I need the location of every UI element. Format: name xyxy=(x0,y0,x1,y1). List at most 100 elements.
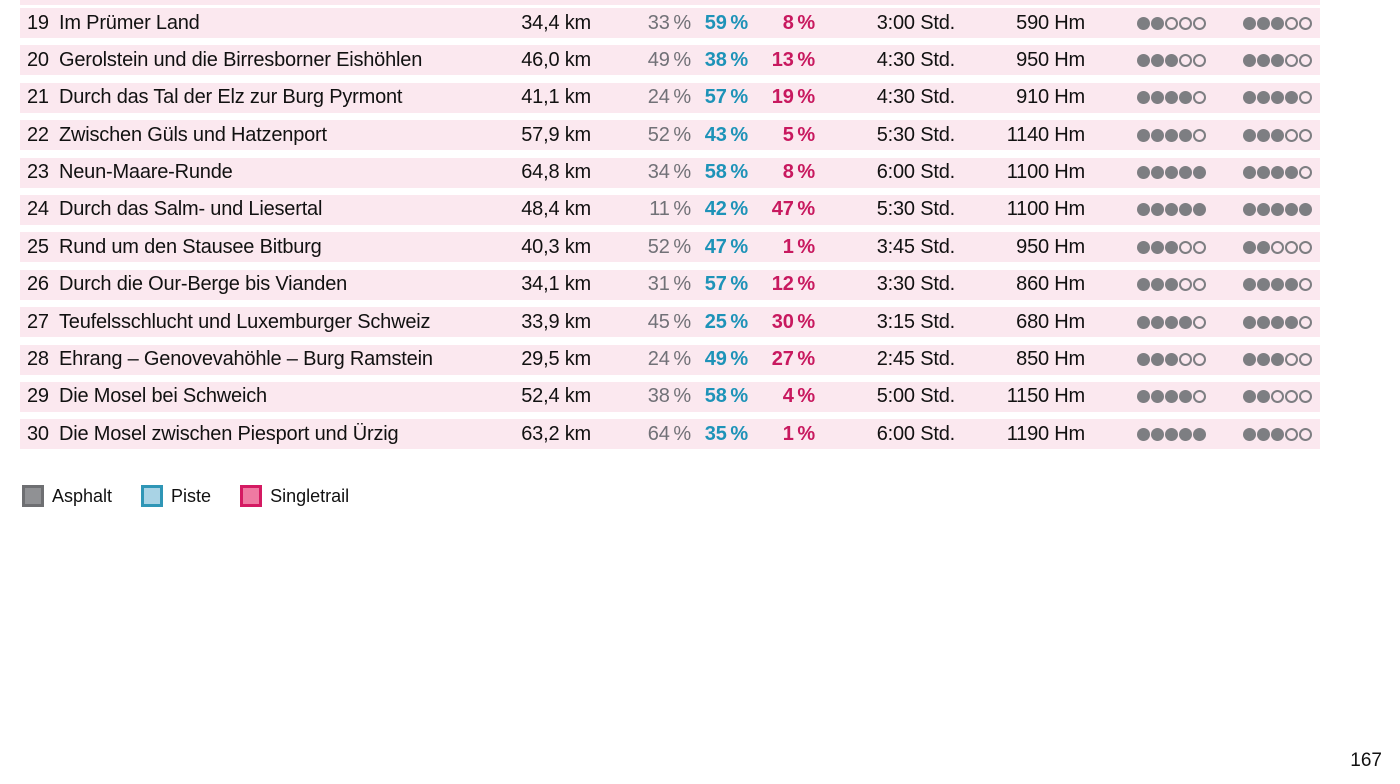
asphalt-percent: 31 % xyxy=(647,273,691,296)
rating-dot-filled xyxy=(1137,203,1150,217)
rating-dot-filled xyxy=(1151,427,1164,441)
piste-percent: 25 % xyxy=(704,310,748,333)
tour-name: Teufelsschlucht und Luxemburger Schweiz xyxy=(59,310,431,333)
piste-percent: 58 % xyxy=(704,385,748,408)
rating-dot-empty xyxy=(1271,390,1284,404)
rating-dot-filled xyxy=(1165,315,1178,329)
rating-dot-filled xyxy=(1243,390,1256,404)
rating-dot-empty xyxy=(1193,278,1206,292)
rating-dot-empty xyxy=(1299,91,1312,105)
tour-duration: 3:30 Std. xyxy=(876,273,955,296)
rating-dot-empty xyxy=(1193,91,1206,105)
legend: Asphalt Piste Singletrail xyxy=(22,485,378,507)
rating-dots-2 xyxy=(1206,427,1320,441)
rating-dot-filled xyxy=(1179,166,1192,180)
tour-elevation: 850 Hm xyxy=(1016,348,1085,371)
asphalt-percent: 49 % xyxy=(647,48,691,71)
rating-dot-filled xyxy=(1151,91,1164,105)
rating-dot-filled xyxy=(1179,315,1192,329)
tour-distance: 52,4 km xyxy=(521,385,591,408)
asphalt-percent: 24 % xyxy=(647,348,691,371)
rating-dot-filled xyxy=(1271,53,1284,67)
legend-label-singletrail: Singletrail xyxy=(270,485,350,506)
rating-dot-filled xyxy=(1257,240,1270,254)
rating-dot-filled xyxy=(1179,390,1192,404)
rating-dot-filled xyxy=(1179,427,1192,441)
rating-dot-empty xyxy=(1285,427,1298,441)
rating-dots-1 xyxy=(1085,91,1206,105)
rating-dot-empty xyxy=(1193,390,1206,404)
rating-dot-filled xyxy=(1271,353,1284,367)
tour-number: 24 xyxy=(27,198,49,221)
rating-dot-filled xyxy=(1243,166,1256,180)
tour-name: Im Prümer Land xyxy=(59,11,200,34)
rating-dots-1 xyxy=(1085,16,1206,30)
rating-dot-filled xyxy=(1151,128,1164,142)
tour-duration: 2:45 Std. xyxy=(876,348,955,371)
rating-dot-filled xyxy=(1243,91,1256,105)
rating-dot-filled xyxy=(1257,278,1270,292)
rating-dot-filled xyxy=(1165,91,1178,105)
rating-dot-filled xyxy=(1285,203,1298,217)
rating-dot-filled xyxy=(1257,427,1270,441)
rating-dots-2 xyxy=(1206,353,1320,367)
rating-dots-1 xyxy=(1085,240,1206,254)
asphalt-percent: 38 % xyxy=(647,385,691,408)
rating-dot-empty xyxy=(1179,353,1192,367)
rating-dot-filled xyxy=(1137,278,1150,292)
tour-elevation: 1100 Hm xyxy=(1006,161,1085,184)
rating-dots-2 xyxy=(1206,315,1320,329)
rating-dot-empty xyxy=(1299,278,1312,292)
singletrail-percent: 5 % xyxy=(782,123,816,146)
rating-dot-empty xyxy=(1299,315,1312,329)
rating-dot-empty xyxy=(1299,128,1312,142)
rating-dot-filled xyxy=(1271,166,1284,180)
asphalt-percent: 33 % xyxy=(647,11,691,34)
rating-dot-filled xyxy=(1151,166,1164,180)
legend-label-piste: Piste xyxy=(171,485,212,506)
tour-distance: 40,3 km xyxy=(521,235,591,258)
rating-dots-2 xyxy=(1206,91,1320,105)
tour-number: 22 xyxy=(27,123,49,146)
rating-dot-filled xyxy=(1137,353,1150,367)
rating-dot-filled xyxy=(1243,278,1256,292)
tour-number: 25 xyxy=(27,235,49,258)
singletrail-percent: 27 % xyxy=(771,348,815,371)
tour-table-rows: 19 Im Prümer Land 34,4 km 33 % 59 % 8 % … xyxy=(20,8,1320,450)
rating-dot-empty xyxy=(1193,16,1206,30)
singletrail-percent: 8 % xyxy=(782,11,816,34)
rating-dot-empty xyxy=(1193,353,1206,367)
rating-dot-empty xyxy=(1299,53,1312,67)
tour-number: 29 xyxy=(27,385,49,408)
asphalt-percent: 52 % xyxy=(647,235,691,258)
piste-percent: 57 % xyxy=(704,273,748,296)
rating-dot-empty xyxy=(1285,353,1298,367)
rating-dot-empty xyxy=(1193,315,1206,329)
table-row: 23 Neun-Maare-Runde 64,8 km 34 % 58 % 8 … xyxy=(20,157,1320,188)
rating-dot-filled xyxy=(1243,315,1256,329)
rating-dot-filled xyxy=(1285,315,1298,329)
rating-dot-filled xyxy=(1151,16,1164,30)
tour-name: Die Mosel zwischen Piesport und Ürzig xyxy=(59,422,399,445)
tour-duration: 4:30 Std. xyxy=(876,48,955,71)
rating-dots-2 xyxy=(1206,390,1320,404)
rating-dot-filled xyxy=(1193,166,1206,180)
rating-dot-filled xyxy=(1179,203,1192,217)
rating-dot-filled xyxy=(1285,278,1298,292)
table-row: 26 Durch die Our-Berge bis Vianden 34,1 … xyxy=(20,269,1320,300)
previous-row-sliver xyxy=(20,0,1320,5)
rating-dot-empty xyxy=(1299,166,1312,180)
rating-dot-filled xyxy=(1165,390,1178,404)
rating-dots-2 xyxy=(1206,166,1320,180)
rating-dot-filled xyxy=(1137,240,1150,254)
rating-dot-filled xyxy=(1271,315,1284,329)
page-number: 167 xyxy=(1350,750,1382,771)
rating-dot-filled xyxy=(1257,53,1270,67)
asphalt-percent: 64 % xyxy=(647,422,691,445)
table-row: 21 Durch das Tal der Elz zur Burg Pyrmon… xyxy=(20,82,1320,113)
piste-percent: 43 % xyxy=(704,123,748,146)
rating-dot-filled xyxy=(1193,427,1206,441)
rating-dot-filled xyxy=(1165,353,1178,367)
table-row: 25 Rund um den Stausee Bitburg 40,3 km 5… xyxy=(20,232,1320,263)
